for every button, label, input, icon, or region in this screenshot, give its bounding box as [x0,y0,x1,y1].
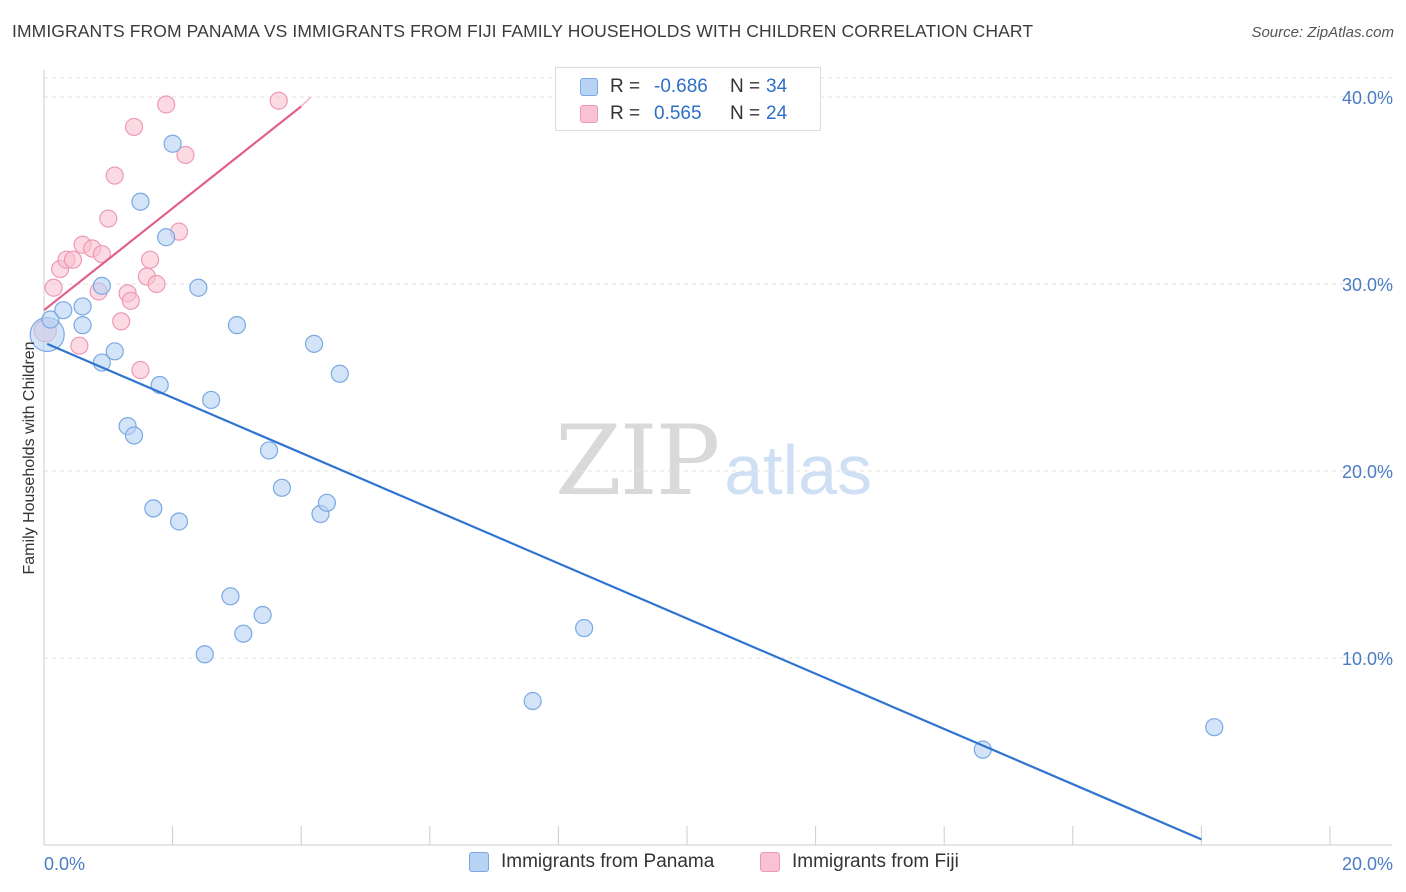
point-panama [195,645,214,664]
series-name-fiji: Immigrants from Fiji [792,851,959,872]
series-legend-fiji: Immigrants from Fiji [760,851,959,873]
stats-legend: R = -0.686 N = 34 R = 0.565 N = 24 [555,67,821,131]
data-points [29,91,1224,759]
point-panama [54,301,73,320]
series-name-panama: Immigrants from Panama [501,851,715,872]
y-tick-label: 40.0% [1342,88,1393,108]
point-panama [1205,718,1224,737]
gridlines [44,77,1392,659]
point-panama [189,278,208,297]
point-fiji [70,336,89,355]
legend-n-label: N = [730,76,761,97]
point-panama [304,334,324,353]
point-fiji [121,291,140,310]
trend-line-fiji-extension [300,96,312,107]
point-panama [41,310,60,329]
point-fiji [176,145,195,165]
legend-row-panama: R = -0.686 N = 34 [580,74,787,100]
series-legend-panama: Immigrants from Panama [469,851,714,873]
legend-r-value-panama: -0.686 [654,76,708,97]
zipatlas-watermark: ZIPatlas [555,405,872,517]
axes [43,70,1392,846]
legend-r-label: R = [610,103,641,124]
point-fiji [269,91,288,110]
point-panama [234,624,253,643]
point-panama [73,316,92,335]
point-panama [73,297,92,316]
series-legend: Immigrants from Panama Immigrants from F… [0,851,1406,877]
y-axis-label: Family Households with Children [21,342,38,575]
legend-n-value-panama: 34 [766,76,788,97]
point-panama [330,364,349,383]
point-panama [163,134,182,153]
point-panama [227,316,246,335]
y-tick-label: 10.0% [1342,649,1393,669]
legend-r-value-fiji: 0.565 [654,103,702,124]
trend-line-fiji [43,105,302,312]
series-swatch-panama [469,852,489,872]
point-panama [317,493,337,512]
point-panama [259,441,279,460]
point-fiji [44,278,63,297]
point-panama [144,499,163,518]
point-panama [150,375,169,395]
watermark-atlas: atlas [724,431,873,509]
axis-ticks: 10.0% 20.0% 30.0% 40.0% 0.0% 20.0% [44,88,1393,874]
point-panama [124,426,144,445]
point-panama [131,192,150,211]
x-tick-label-max: 20.0% [1342,854,1393,874]
point-panama [157,228,176,247]
series-swatch-fiji [760,852,780,872]
point-panama [221,587,240,606]
y-tick-label: 20.0% [1342,462,1393,482]
legend-swatch-fiji [580,105,598,123]
trend-lines [43,96,1202,841]
legend-row-fiji: R = 0.565 N = 24 [580,101,787,127]
point-fiji [63,250,83,269]
point-panama [272,478,292,497]
point-fiji [147,274,166,294]
x-tick-label-min: 0.0% [44,854,85,874]
point-fiji [140,250,160,269]
point-panama [202,390,221,410]
point-fiji [157,95,176,114]
point-panama [92,276,111,295]
legend-n-value-fiji: 24 [766,103,788,124]
y-tick-label: 30.0% [1342,275,1393,295]
point-panama [105,342,124,361]
point-panama [523,691,542,711]
watermark-zip: ZIP [555,405,720,517]
point-panama [169,512,189,531]
point-fiji [99,209,118,228]
legend-r-label: R = [610,76,641,97]
point-fiji [131,360,150,380]
legend-swatch-panama [580,78,598,96]
point-fiji [105,166,124,185]
point-panama [575,618,594,638]
point-fiji [112,312,131,331]
source-credit: Source: ZipAtlas.com [1251,24,1394,41]
legend-n-label: N = [730,103,761,124]
chart-title: IMMIGRANTS FROM PANAMA VS IMMIGRANTS FRO… [12,21,1034,41]
point-panama [253,605,272,625]
point-fiji [92,244,111,264]
point-fiji [124,117,144,137]
trend-line-panama [46,342,1202,841]
